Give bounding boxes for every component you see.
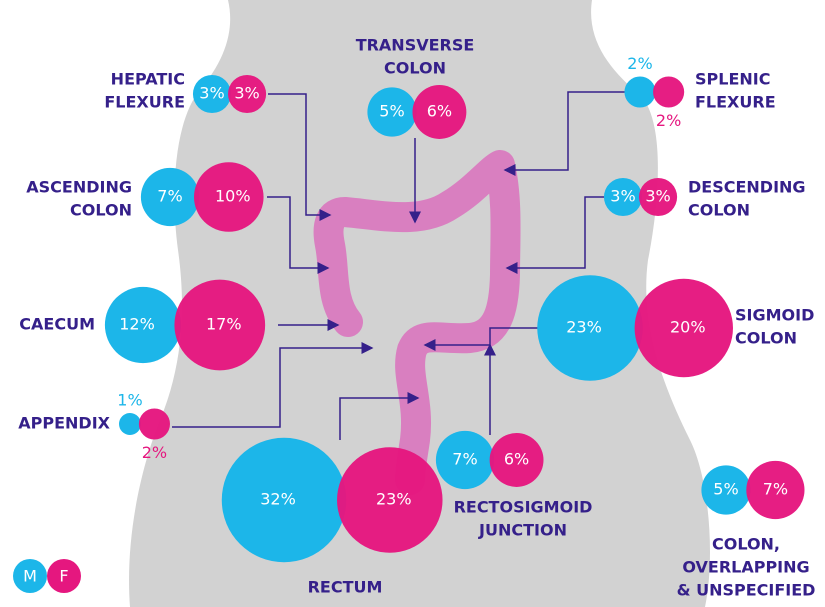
male-value: 2% bbox=[627, 54, 652, 73]
region-title: RECTOSIGMOID bbox=[454, 498, 593, 517]
region-title: RECTUM bbox=[308, 578, 383, 597]
region-title: APPENDIX bbox=[18, 414, 110, 433]
male-value: 7% bbox=[452, 450, 477, 469]
region-title: FLEXURE bbox=[695, 93, 776, 112]
male-value: 12% bbox=[119, 315, 155, 334]
infographic: 3% 3% HEPATIC FLEXURE 5% 6% TRANSVERSE COLON 2% 2… bbox=[0, 0, 825, 607]
female-value: 10% bbox=[215, 187, 251, 206]
male-value: 7% bbox=[157, 187, 182, 206]
female-value: 3% bbox=[234, 84, 259, 103]
female-value: 6% bbox=[504, 450, 529, 469]
male-circle bbox=[624, 76, 655, 107]
female-value: 2% bbox=[656, 111, 681, 130]
region-title: COLON bbox=[735, 329, 797, 348]
region-title: TRANSVERSE bbox=[356, 36, 475, 55]
male-value: 23% bbox=[566, 318, 602, 337]
region-title: ASCENDING bbox=[26, 178, 132, 197]
region-title: OVERLAPPING bbox=[682, 558, 809, 577]
legend-label: M bbox=[23, 567, 37, 586]
region-title: SPLENIC bbox=[695, 70, 770, 89]
male-value: 1% bbox=[117, 391, 142, 410]
region-title: HEPATIC bbox=[111, 70, 185, 89]
male-value: 3% bbox=[610, 187, 635, 206]
region-title: COLON bbox=[384, 59, 446, 78]
male-circle bbox=[119, 413, 141, 435]
male-value: 5% bbox=[379, 102, 404, 121]
region-title: DESCENDING bbox=[688, 178, 806, 197]
female-circle bbox=[139, 408, 170, 439]
male-value: 3% bbox=[199, 84, 224, 103]
legend-label: F bbox=[59, 567, 68, 586]
female-value: 23% bbox=[376, 490, 412, 509]
female-value: 2% bbox=[142, 443, 167, 462]
male-value: 5% bbox=[713, 480, 738, 499]
male-value: 32% bbox=[260, 490, 296, 509]
region-title: JUNCTION bbox=[478, 521, 567, 540]
female-value: 3% bbox=[645, 187, 670, 206]
female-value: 17% bbox=[206, 315, 242, 334]
region-title: & UNSPECIFIED bbox=[677, 581, 816, 600]
region-title: COLON bbox=[70, 201, 132, 220]
region-title: COLON bbox=[688, 201, 750, 220]
region-title: COLON, bbox=[712, 535, 780, 554]
region-title: SIGMOID bbox=[735, 306, 814, 325]
region-title: CAECUM bbox=[19, 315, 95, 334]
female-value: 7% bbox=[763, 480, 788, 499]
female-value: 20% bbox=[670, 318, 706, 337]
region-title: FLEXURE bbox=[104, 93, 185, 112]
female-value: 6% bbox=[427, 102, 452, 121]
female-circle bbox=[653, 76, 684, 107]
